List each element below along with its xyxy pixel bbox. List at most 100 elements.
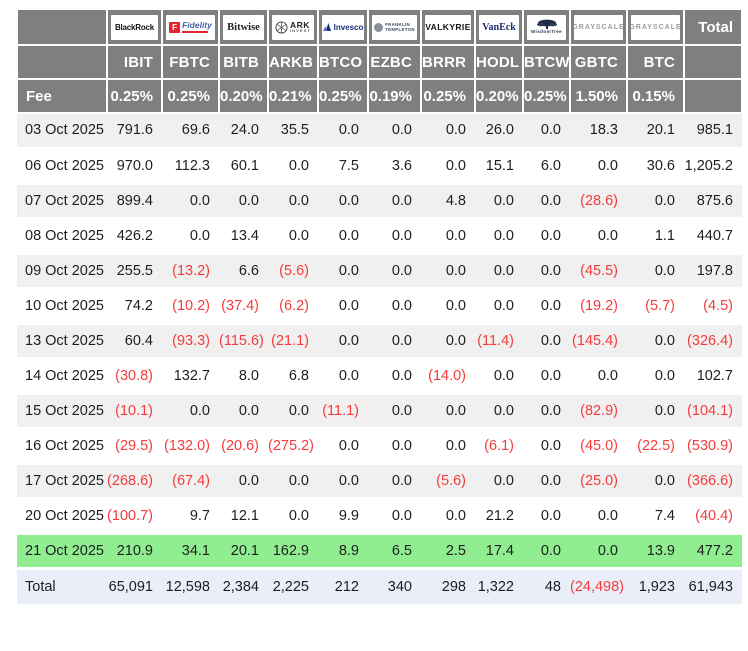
flow-value: 17.4: [475, 533, 523, 568]
flow-value: 34.1: [162, 533, 219, 568]
flow-value: (25.0): [570, 463, 627, 498]
flow-value: (366.6): [684, 463, 742, 498]
flow-value: (10.1): [107, 393, 162, 428]
flow-value: 0.0: [627, 463, 684, 498]
row-date: 21 Oct 2025: [17, 533, 107, 568]
flow-value: 0.0: [421, 253, 475, 288]
flow-value: 0.0: [523, 358, 570, 393]
flow-value: (5.6): [421, 463, 475, 498]
flow-value: (268.6): [107, 463, 162, 498]
empty-cell: [684, 79, 742, 113]
flow-value: 0.0: [268, 498, 318, 533]
flow-value: 0.0: [627, 358, 684, 393]
flow-value: (145.4): [570, 323, 627, 358]
flow-value: (28.6): [570, 183, 627, 218]
grayscale-logo-icon: GRAYSCALE: [574, 15, 623, 40]
flow-value: 0.0: [421, 113, 475, 148]
fee-btcw: 0.25%: [523, 79, 570, 113]
flow-value: (67.4): [162, 463, 219, 498]
empty-corner-cell: [17, 9, 107, 45]
logo-bitwise: Bitwise: [219, 9, 268, 45]
flow-table-body: 03 Oct 2025791.669.624.035.50.00.00.026.…: [17, 113, 742, 604]
flow-value: 0.0: [268, 183, 318, 218]
flow-value: 0.0: [368, 498, 421, 533]
flow-row: 15 Oct 2025(10.1)0.00.00.0(11.1)0.00.00.…: [17, 393, 742, 428]
flow-row: 09 Oct 2025255.5(13.2)6.6(5.6)0.00.00.00…: [17, 253, 742, 288]
flow-value: 15.1: [475, 148, 523, 183]
flow-value: 0.0: [162, 183, 219, 218]
flow-value: 60.4: [107, 323, 162, 358]
flow-value: 970.0: [107, 148, 162, 183]
flow-value: 426.2: [107, 218, 162, 253]
flow-value: 0.0: [268, 393, 318, 428]
flow-value: 875.6: [684, 183, 742, 218]
flow-value: 0.0: [268, 463, 318, 498]
flow-value: 35.5: [268, 113, 318, 148]
flow-value: 2,225: [268, 568, 318, 604]
flow-value: (22.5): [627, 428, 684, 463]
flow-value: 3.6: [368, 148, 421, 183]
flow-row: 13 Oct 202560.4(93.3)(115.6)(21.1)0.00.0…: [17, 323, 742, 358]
row-date: 09 Oct 2025: [17, 253, 107, 288]
flow-value: 0.0: [219, 393, 268, 428]
flow-value: 0.0: [318, 183, 368, 218]
flow-value: 0.0: [627, 393, 684, 428]
flow-value: 74.2: [107, 288, 162, 323]
flow-value: (29.5): [107, 428, 162, 463]
flow-value: 0.0: [368, 113, 421, 148]
fee-gbtc: 1.50%: [570, 79, 627, 113]
flow-value: 0.0: [421, 428, 475, 463]
row-date: 20 Oct 2025: [17, 498, 107, 533]
flow-value: 1,205.2: [684, 148, 742, 183]
flow-value: 0.0: [421, 393, 475, 428]
ticker-bitb: BITB: [219, 45, 268, 79]
flow-value: 0.0: [523, 183, 570, 218]
logo-wisdomtree: WisdomTree: [523, 9, 570, 45]
fee-btc: 0.15%: [627, 79, 684, 113]
flow-value: (24,498): [570, 568, 627, 604]
flow-value: 8.9: [318, 533, 368, 568]
flow-value: 0.0: [318, 358, 368, 393]
flow-value: 0.0: [368, 358, 421, 393]
flow-value: 0.0: [570, 533, 627, 568]
flow-value: (21.1): [268, 323, 318, 358]
flow-value: (13.2): [162, 253, 219, 288]
flow-value: (37.4): [219, 288, 268, 323]
row-date: 06 Oct 2025: [17, 148, 107, 183]
vaneck-logo-icon: VanEck: [479, 15, 519, 40]
fee-fbtc: 0.25%: [162, 79, 219, 113]
flow-value: 0.0: [475, 393, 523, 428]
flow-value: (40.4): [684, 498, 742, 533]
ticker-btco: BTCO: [318, 45, 368, 79]
fee-row: Fee 0.25% 0.25% 0.20% 0.21% 0.25% 0.19% …: [17, 79, 742, 113]
flow-value: 30.6: [627, 148, 684, 183]
flow-value: (275.2): [268, 428, 318, 463]
row-date: 07 Oct 2025: [17, 183, 107, 218]
flow-value: (19.2): [570, 288, 627, 323]
ticker-gbtc: GBTC: [570, 45, 627, 79]
flow-value: 6.6: [219, 253, 268, 288]
flow-value: 24.0: [219, 113, 268, 148]
flow-value: (4.5): [684, 288, 742, 323]
flow-row: 20 Oct 2025(100.7)9.712.10.09.90.00.021.…: [17, 498, 742, 533]
fee-row-label: Fee: [17, 79, 107, 113]
flow-value: 6.8: [268, 358, 318, 393]
flow-value: 162.9: [268, 533, 318, 568]
fee-brrr: 0.25%: [421, 79, 475, 113]
flow-value: 20.1: [219, 533, 268, 568]
flow-value: 985.1: [684, 113, 742, 148]
flow-value: 0.0: [475, 463, 523, 498]
flow-row: 10 Oct 202574.2(10.2)(37.4)(6.2)0.00.00.…: [17, 288, 742, 323]
flow-value: 0.0: [421, 288, 475, 323]
empty-cell: [684, 45, 742, 79]
row-date: 16 Oct 2025: [17, 428, 107, 463]
logo-ark-invest: ARK INVEST: [268, 9, 318, 45]
flow-value: 0.0: [523, 323, 570, 358]
flow-row: 06 Oct 2025970.0112.360.10.07.53.60.015.…: [17, 148, 742, 183]
provider-logo-row: BlackRock F Fidelity Bitwise: [17, 9, 742, 45]
flow-value: (326.4): [684, 323, 742, 358]
flow-value: 298: [421, 568, 475, 604]
flow-value: 102.7: [684, 358, 742, 393]
wisdomtree-logo-icon: WisdomTree: [527, 15, 566, 40]
flow-value: 0.0: [523, 218, 570, 253]
